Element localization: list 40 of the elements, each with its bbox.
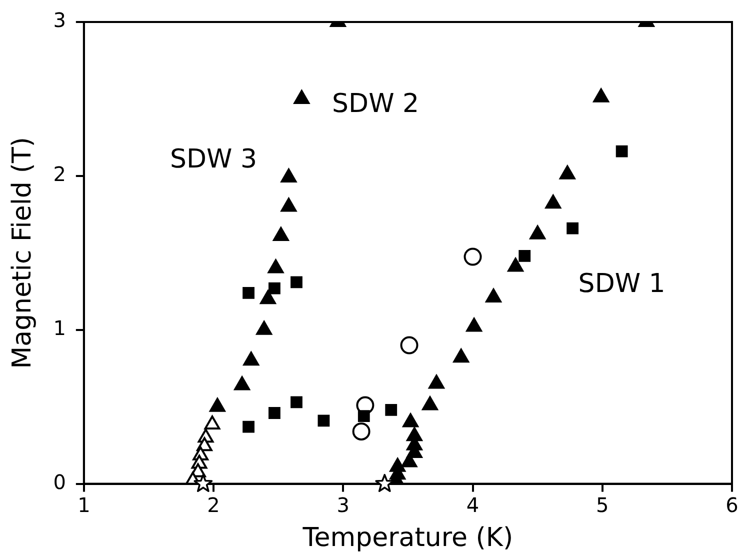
point — [559, 165, 576, 180]
point — [486, 288, 502, 303]
y-axis-title: Magnetic Field (T) — [7, 137, 38, 369]
point — [545, 194, 562, 209]
x-tick-label: 1 — [78, 493, 90, 518]
x-tick-label: 5 — [596, 493, 609, 518]
annotation: SDW 1 — [578, 268, 666, 299]
y-tick-label: 2 — [53, 162, 66, 186]
y-tick-label: 1 — [53, 316, 66, 340]
point — [422, 396, 438, 410]
point — [280, 198, 297, 212]
point — [508, 258, 524, 272]
point — [268, 259, 284, 274]
point — [401, 453, 418, 468]
x-tick-label: 2 — [207, 493, 220, 518]
point — [530, 225, 546, 240]
x-axis-title: Temperature (K) — [302, 523, 514, 554]
point — [428, 374, 444, 389]
point — [256, 320, 272, 335]
point — [194, 474, 213, 492]
annotation: SDW 2 — [332, 88, 420, 119]
point — [243, 352, 260, 366]
point — [294, 90, 310, 104]
point — [210, 398, 226, 412]
y-tick-label: 3 — [53, 8, 66, 32]
annotation: SDW 3 — [170, 144, 258, 174]
x-tick-label: 6 — [726, 493, 738, 518]
point — [453, 348, 470, 363]
point — [234, 376, 250, 390]
y-tick-label: 0 — [53, 470, 66, 494]
x-tick-label: 4 — [466, 493, 480, 518]
x-tick-label: 3 — [336, 493, 350, 518]
point — [593, 88, 610, 102]
point — [402, 413, 418, 428]
point — [466, 318, 482, 332]
point — [273, 226, 289, 241]
point — [204, 416, 220, 430]
point — [260, 290, 276, 304]
point — [280, 168, 297, 182]
point — [375, 474, 394, 492]
